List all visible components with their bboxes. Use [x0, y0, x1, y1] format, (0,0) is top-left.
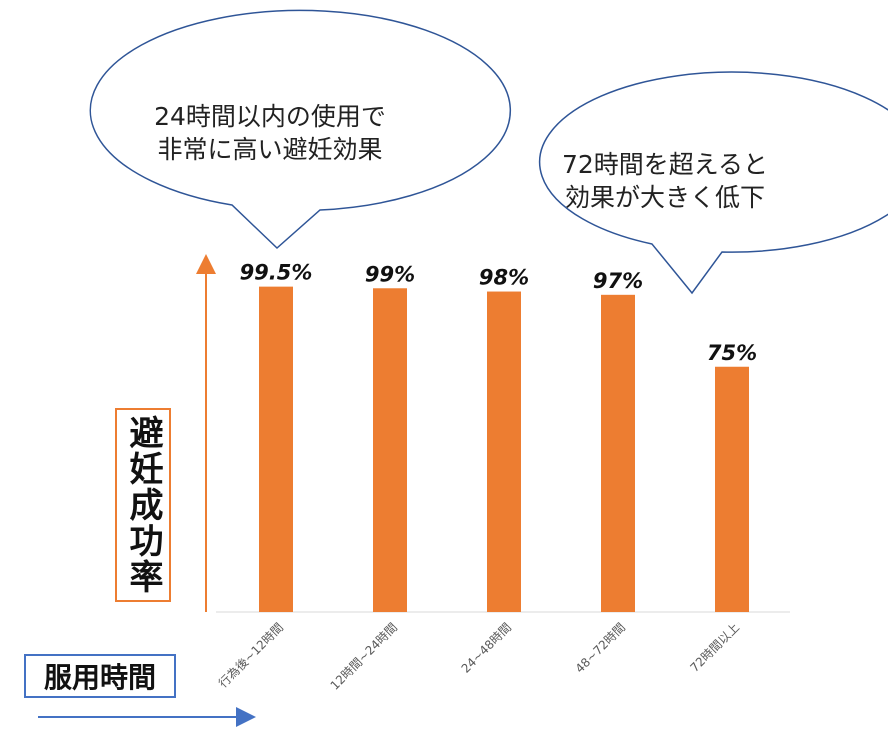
callout-text-right: 72時間を超えると 効果が大きく低下 [561, 150, 769, 212]
category-label-1: 12時間~24時間 [328, 620, 401, 693]
bar-0 [259, 286, 293, 612]
value-labels-group: 99.5% 99% 98% 97% 75% [240, 261, 758, 365]
bar-3 [601, 294, 635, 612]
category-labels-group: 行為後~12時間 12時間~24時間 24~48時間 48~72時間 72時間以上 [216, 620, 742, 693]
value-label-3: 97% [593, 269, 643, 293]
bar-4 [715, 366, 749, 612]
category-label-4: 72時間以上 [687, 620, 742, 675]
bar-1 [373, 288, 407, 612]
bars-group [259, 286, 749, 612]
value-label-2: 98% [479, 266, 529, 290]
value-label-1: 99% [365, 262, 415, 286]
value-label-4: 75% [707, 341, 757, 365]
y-axis-label-box: 避妊成功率 [115, 408, 171, 602]
x-axis-label: 服用時間 [43, 661, 156, 694]
callout-text-left: 24時間以内の使用で 非常に高い避妊効果 [154, 102, 386, 164]
value-label-0: 99.5% [240, 261, 313, 285]
category-label-3: 48~72時間 [573, 620, 629, 676]
x-axis-label-box: 服用時間 [24, 654, 176, 698]
callout-bubble-right [538, 71, 888, 295]
callout-bubble-left [89, 9, 512, 250]
category-label-2: 24~48時間 [459, 620, 515, 676]
y-axis-label: 避妊成功率 [123, 415, 163, 595]
category-label-0: 行為後~12時間 [216, 620, 286, 690]
bar-2 [487, 291, 521, 612]
